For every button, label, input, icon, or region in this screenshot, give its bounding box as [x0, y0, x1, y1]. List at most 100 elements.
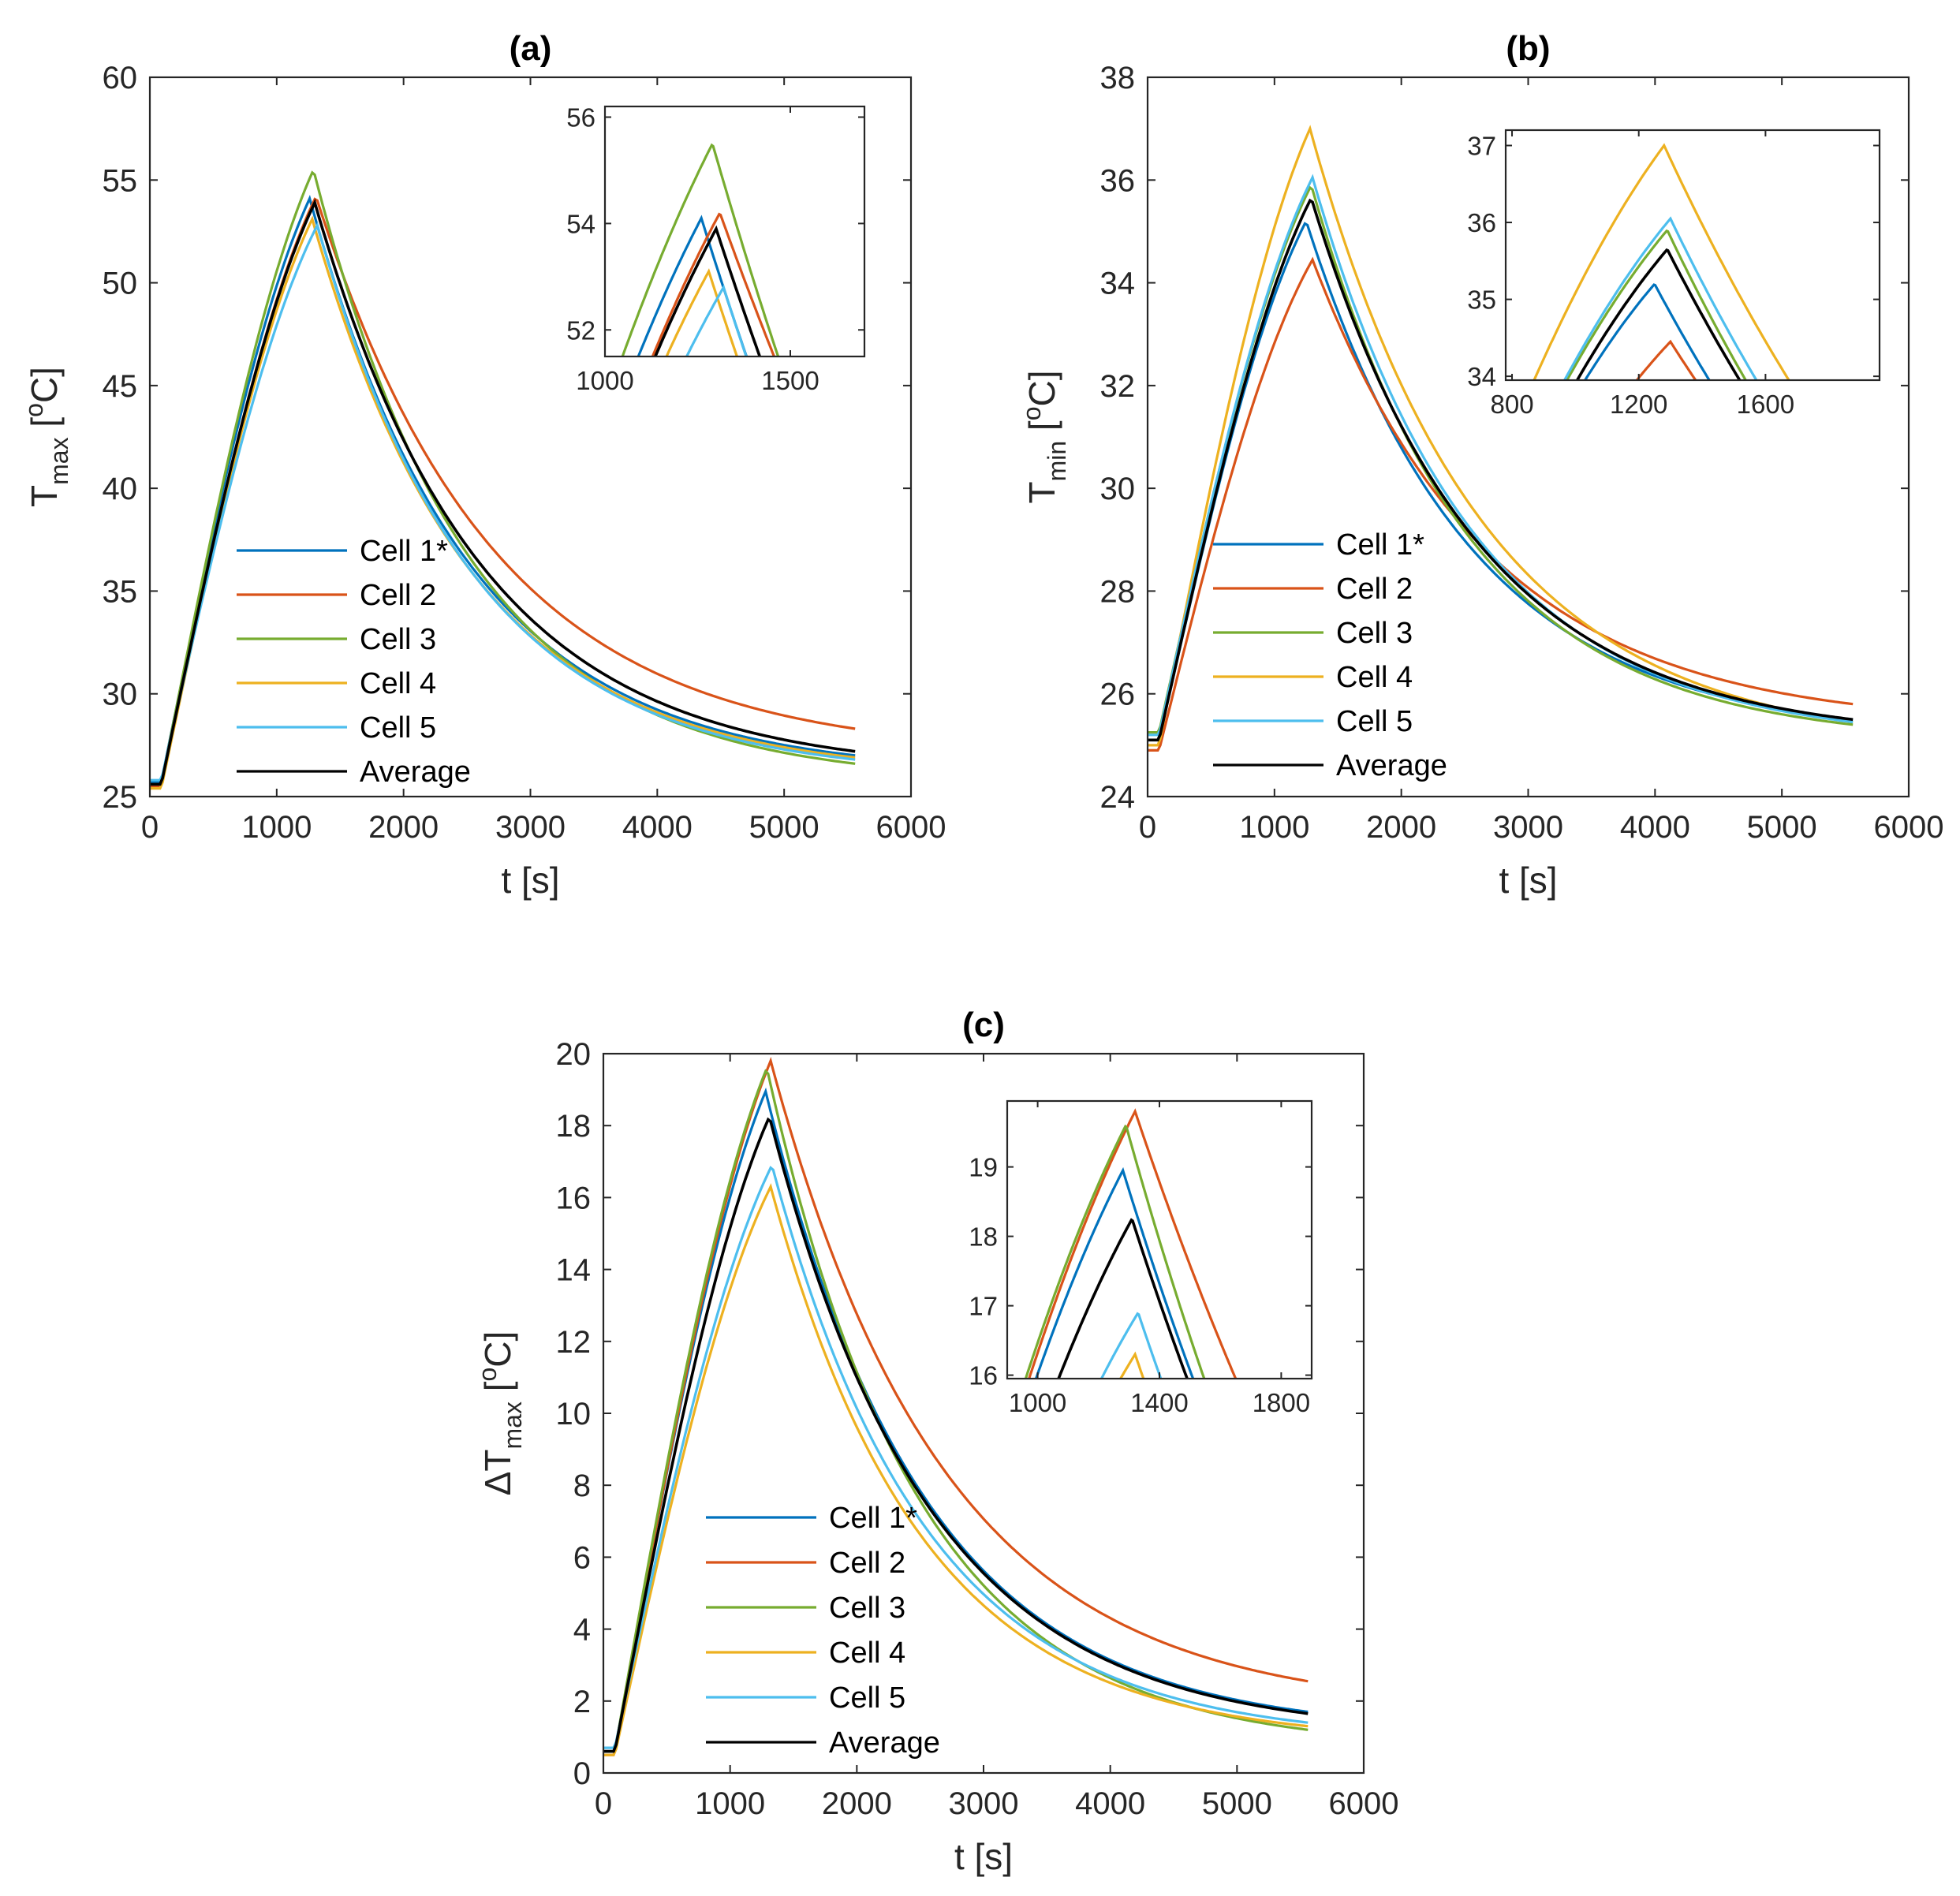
y-tick-label: 6	[573, 1540, 591, 1575]
x-tick-label: 1000	[241, 810, 312, 845]
x-tick-label: 6000	[1329, 1786, 1399, 1821]
legend-entry: Cell 4	[1336, 661, 1413, 694]
inset-line-cell-2	[651, 212, 776, 356]
inset-box	[603, 105, 866, 358]
legend: Cell 1* Cell 2 Cell 3 Cell 4 Cell 5 Average	[237, 535, 471, 789]
y-tick-label: 45	[103, 369, 138, 404]
series-line-cell-1-	[603, 1087, 1309, 1753]
y-tick-label: 10	[556, 1397, 592, 1431]
y-tick-label: 50	[103, 267, 138, 301]
y-tick-label: 60	[103, 61, 138, 95]
inset-line-cell-1-	[1583, 283, 1711, 380]
legend-entry: Cell 2	[1336, 573, 1413, 606]
inset-x-tick-label: 1000	[1009, 1388, 1066, 1417]
x-axis-label: t [s]	[501, 860, 559, 901]
x-tick-label: 0	[141, 810, 159, 845]
y-tick-label: 34	[1100, 267, 1136, 301]
inset-chart: 1000 1500 52 54 56	[566, 103, 866, 395]
y-tick-label: 35	[103, 574, 138, 609]
series-line-cell-5	[150, 222, 856, 782]
legend-entry: Cell 1*	[1336, 528, 1424, 562]
legend-entry: Average	[829, 1726, 940, 1760]
y-tick-label: 16	[556, 1181, 592, 1215]
x-tick-label: 4000	[622, 810, 693, 845]
legend-entry: Cell 5	[829, 1681, 905, 1715]
x-tick-label: 0	[595, 1786, 612, 1821]
inset-series-lines	[1533, 143, 1790, 380]
legend-entry: Average	[1336, 749, 1447, 782]
series-line-average	[150, 198, 856, 786]
series-line-cell-5	[1148, 174, 1854, 737]
y-tick-label: 38	[1100, 61, 1136, 95]
inset-y-tick-label: 19	[969, 1153, 998, 1182]
x-tick-label: 5000	[749, 810, 819, 845]
panel-a-chart: 0 1000 2000 3000 4000 5000 6000 25 30 35 40 45 50 55 6…	[20, 29, 946, 901]
series-line-cell-2	[603, 1057, 1309, 1756]
chart-title: (b)	[1506, 29, 1550, 68]
series-line-cell-1-	[150, 195, 856, 784]
y-tick-label: 14	[556, 1253, 592, 1288]
x-tick-label: 4000	[1075, 1786, 1145, 1821]
inset-y-tick-label: 36	[1467, 208, 1496, 237]
inset-line-cell-2	[1028, 1108, 1238, 1379]
x-tick-label: 2000	[368, 810, 439, 845]
y-tick-label: 55	[103, 163, 138, 198]
chart-title: (c)	[962, 1006, 1005, 1044]
inset-x-tick-label: 1600	[1737, 390, 1794, 419]
y-tick-label: 4	[573, 1613, 591, 1648]
inset-y-tick-label: 54	[566, 209, 595, 238]
chart-title: (a)	[510, 29, 552, 68]
legend-entry: Cell 4	[360, 667, 436, 700]
legend: Cell 1* Cell 2 Cell 3 Cell 4 Cell 5 Average	[706, 1502, 940, 1760]
legend-entry: Cell 5	[360, 711, 436, 745]
series-line-cell-4	[1148, 125, 1854, 747]
x-tick-label: 0	[1139, 810, 1156, 845]
y-tick-label: 0	[573, 1756, 591, 1791]
inset-y-tick-label: 52	[566, 315, 595, 345]
inset-line-cell-3	[1565, 229, 1748, 380]
series-lines	[603, 1057, 1309, 1756]
inset-series-lines	[621, 143, 780, 356]
y-axis-label: ΔTmax [oC]	[473, 1331, 527, 1496]
x-tick-label: 2000	[822, 1786, 892, 1821]
inset-y-tick-label: 34	[1467, 362, 1496, 391]
inset-y-tick-label: 17	[969, 1292, 998, 1321]
x-tick-label: 1000	[1239, 810, 1309, 845]
y-tick-label: 30	[103, 677, 138, 712]
y-tick-label: 25	[103, 780, 138, 815]
panel-b-chart: 0 1000 2000 3000 4000 5000 6000 24 26 28 30 32 34 36 3…	[1017, 29, 1943, 901]
inset-y-tick-label: 16	[969, 1361, 998, 1390]
y-tick-label: 40	[103, 472, 138, 506]
inset-x-tick-label: 800	[1491, 390, 1534, 419]
y-tick-label: 36	[1100, 163, 1136, 198]
inset-line-cell-5	[1562, 216, 1758, 380]
inset-background	[1506, 130, 1880, 380]
legend-entry: Cell 3	[360, 623, 436, 656]
series-line-average	[1148, 198, 1854, 742]
inset-x-tick-label: 1800	[1253, 1388, 1310, 1417]
inset-chart: 800 1200 1600 34 35 36 37	[1467, 129, 1881, 419]
series-line-average	[603, 1117, 1309, 1753]
legend-entry: Cell 4	[829, 1637, 905, 1670]
y-tick-label: 8	[573, 1469, 591, 1503]
y-tick-label: 18	[556, 1109, 592, 1144]
y-axis-label: Tmax [oC]	[20, 367, 73, 507]
inset-line-average	[653, 225, 762, 356]
legend: Cell 1* Cell 2 Cell 3 Cell 4 Cell 5 Average	[1213, 528, 1447, 782]
x-tick-label: 5000	[1747, 810, 1817, 845]
inset-line-cell-3	[1024, 1124, 1206, 1379]
inset-line-cell-4	[665, 268, 739, 356]
inset-y-tick-label: 37	[1467, 132, 1496, 161]
inset-line-cell-2	[1635, 339, 1697, 380]
inset-line-average	[1057, 1218, 1189, 1379]
legend-entry: Cell 5	[1336, 705, 1413, 738]
inset-line-cell-5	[685, 284, 748, 356]
inset-line-cell-4	[1533, 143, 1790, 380]
legend-entry: Cell 3	[1336, 617, 1413, 650]
series-line-cell-3	[150, 170, 856, 786]
inset-chart: 1000 1400 1800 16 17 18 19	[969, 1099, 1313, 1417]
inset-y-tick-label: 56	[566, 103, 595, 132]
x-tick-label: 6000	[876, 810, 946, 845]
inset-line-cell-3	[621, 143, 780, 356]
x-tick-label: 2000	[1366, 810, 1436, 845]
